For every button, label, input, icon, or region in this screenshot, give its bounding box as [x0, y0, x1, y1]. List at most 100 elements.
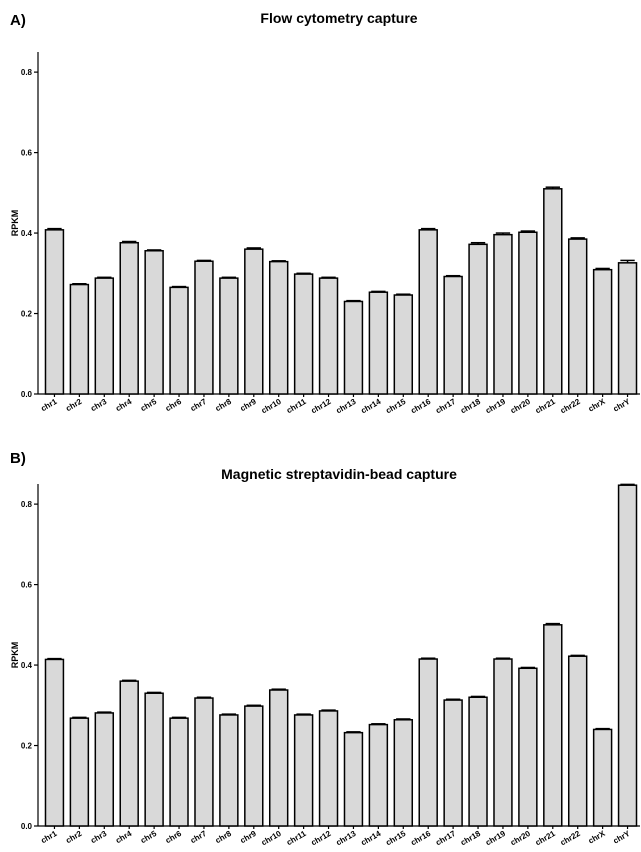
x-tick-label-chr4: chr4 — [114, 829, 134, 846]
x-tick-label-chrY: chrY — [612, 397, 632, 414]
bar-chr21 — [543, 624, 563, 827]
x-tick-label-chrX: chrX — [587, 829, 607, 846]
x-tick-label-chr7: chr7 — [189, 829, 209, 846]
bar-chr11 — [293, 714, 314, 827]
x-tick-label-chr12: chr12 — [310, 397, 333, 416]
x-tick-label-chr10: chr10 — [260, 397, 283, 416]
bar-chr12 — [318, 710, 339, 827]
x-tick-label-chr11: chr11 — [285, 397, 308, 416]
x-tick-label-chr20: chr20 — [509, 397, 532, 416]
bar-chr14 — [368, 291, 389, 395]
bar-chr2 — [69, 717, 90, 827]
bar-chr9 — [244, 248, 264, 395]
x-tick-label-chr3: chr3 — [89, 829, 109, 846]
bar-chr16 — [418, 658, 438, 827]
bar-chr8 — [219, 277, 239, 395]
x-tick-label-chr12: chr12 — [310, 829, 333, 848]
bar-chr15 — [393, 294, 414, 395]
bar-chr16 — [418, 229, 438, 395]
y-axis-label: RPKM — [10, 210, 20, 237]
x-tick-label-chr21: chr21 — [534, 829, 557, 848]
bar-chr6 — [169, 286, 189, 395]
bar-chr6 — [169, 717, 189, 827]
bar-chr1 — [44, 229, 65, 395]
bar-chrX — [592, 728, 613, 827]
x-tick-label-chr14: chr14 — [359, 397, 382, 416]
x-tick-label-chr18: chr18 — [459, 397, 482, 416]
bar-chr10 — [268, 689, 289, 827]
bar-chr17 — [443, 275, 463, 395]
y-tick-label: 0.2 — [21, 310, 33, 319]
bar-chr13 — [343, 300, 364, 395]
bar-chr11 — [293, 273, 314, 395]
x-tick-label-chr4: chr4 — [114, 397, 134, 414]
bar-chr8 — [219, 714, 239, 827]
chart-panel-b: B) Magnetic streptavidin-bead capture RPKM… — [10, 450, 640, 847]
x-tick-label-chr1: chr1 — [39, 829, 59, 846]
x-tick-label-chr8: chr8 — [214, 397, 234, 414]
bar-chr14 — [368, 723, 389, 827]
bar-chrX — [592, 268, 613, 395]
x-tick-label-chr16: chr16 — [409, 397, 432, 416]
x-tick-label-chr3: chr3 — [89, 397, 109, 414]
x-tick-label-chr2: chr2 — [64, 397, 84, 414]
bar-chr17 — [443, 699, 463, 827]
bar-chr22 — [567, 238, 588, 395]
bar-chr22 — [567, 655, 588, 827]
x-tick-label-chr19: chr19 — [484, 397, 507, 416]
bar-chr12 — [318, 277, 339, 395]
x-tick-label-chr6: chr6 — [164, 829, 184, 846]
x-tick-label-chr18: chr18 — [459, 829, 482, 848]
x-tick-label-chr10: chr10 — [260, 829, 283, 848]
y-tick-label: 0.4 — [21, 229, 33, 238]
bar-chr5 — [144, 250, 164, 395]
bar-chr20 — [518, 231, 538, 395]
bar-chr21 — [543, 188, 563, 395]
x-tick-label-chr16: chr16 — [409, 829, 432, 848]
x-tick-label-chr13: chr13 — [334, 397, 357, 416]
x-tick-label-chr21: chr21 — [534, 397, 557, 416]
x-tick-label-chr9: chr9 — [239, 397, 259, 414]
panel-label: A) — [10, 12, 26, 29]
x-tick-label-chr6: chr6 — [164, 397, 184, 414]
y-axis-label: RPKM — [10, 642, 20, 669]
bar-chr1 — [44, 658, 65, 827]
bar-chr3 — [94, 712, 115, 827]
bar-chr9 — [244, 705, 264, 827]
x-tick-label-chr15: chr15 — [384, 397, 407, 416]
bar-chr18 — [468, 696, 488, 827]
y-tick-label: 0.8 — [21, 500, 33, 509]
x-tick-label-chr17: chr17 — [434, 829, 457, 848]
bar-chr10 — [268, 260, 289, 395]
chart-title: Flow cytometry capture — [260, 10, 417, 26]
x-tick-label-chr22: chr22 — [559, 397, 582, 416]
x-tick-label-chr14: chr14 — [359, 829, 382, 848]
x-tick-label-chr22: chr22 — [559, 829, 582, 848]
y-tick-label: 0.6 — [21, 581, 33, 590]
bar-chr19 — [493, 233, 513, 395]
x-tick-label-chrX: chrX — [587, 397, 607, 414]
y-tick-label: 0.0 — [21, 390, 33, 399]
bar-chr15 — [393, 719, 414, 827]
y-tick-label: 0.0 — [21, 822, 33, 831]
bar-chrY — [617, 262, 638, 395]
y-tick-label: 0.8 — [21, 68, 33, 77]
x-tick-label-chrY: chrY — [612, 829, 632, 846]
bar-chrY — [617, 484, 638, 827]
x-tick-label-chr19: chr19 — [484, 829, 507, 848]
x-tick-label-chr15: chr15 — [384, 829, 407, 848]
panel-label: B) — [10, 450, 26, 467]
x-tick-label-chr5: chr5 — [139, 829, 159, 846]
y-tick-label: 0.2 — [21, 742, 33, 751]
bar-chr13 — [343, 731, 364, 827]
x-tick-label-chr11: chr11 — [285, 829, 308, 848]
x-tick-label-chr1: chr1 — [39, 397, 59, 414]
bar-chr4 — [119, 680, 139, 827]
x-tick-label-chr5: chr5 — [139, 397, 159, 414]
y-tick-label: 0.4 — [21, 661, 33, 670]
chart-panel-a: A) Flow cytometry capture RPKM 0.0 0.2 0.4 0.6… — [10, 10, 640, 415]
x-tick-label-chr17: chr17 — [434, 397, 457, 416]
x-tick-label-chr2: chr2 — [64, 829, 84, 846]
